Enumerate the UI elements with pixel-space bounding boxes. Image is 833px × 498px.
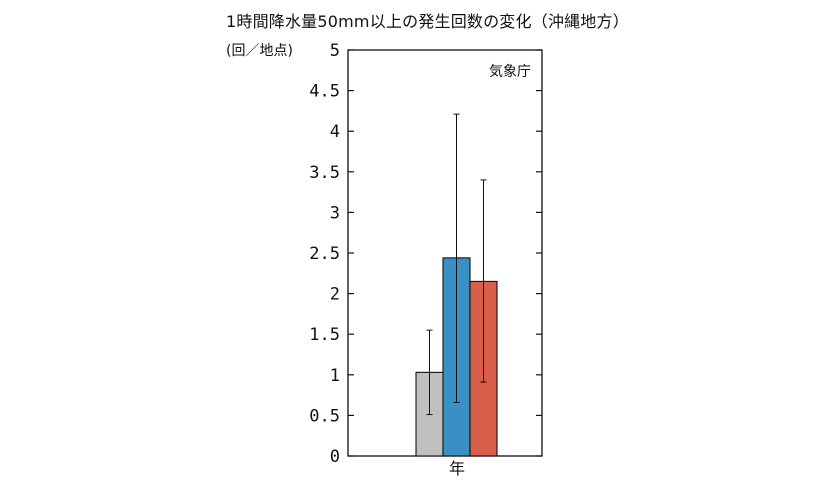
y-tick-label: 0.5 (309, 406, 340, 426)
y-axis-unit: (回／地点) (226, 43, 293, 59)
y-tick-label: 3.5 (309, 163, 340, 183)
y-tick-label: 4.5 (309, 82, 340, 102)
y-tick-label: 3 (330, 203, 340, 223)
x-category-label: 年 (449, 459, 465, 478)
y-tick-label: 2.5 (309, 244, 340, 264)
y-tick-label: 4 (330, 122, 340, 142)
y-tick-label: 1.5 (309, 325, 340, 345)
source-label: 気象庁 (489, 64, 531, 80)
y-tick-label: 5 (330, 41, 340, 61)
y-tick-label: 1 (330, 366, 340, 386)
y-tick-label: 2 (330, 285, 340, 305)
y-axis: 0 0.5 1 1.5 2 2.5 3 3.5 4 4.5 5 (309, 41, 542, 467)
chart-title: 1時間降水量50mm以上の発生回数の変化（沖縄地方） (226, 12, 629, 31)
error-bars (426, 113, 487, 416)
y-tick-label: 0 (330, 447, 340, 467)
